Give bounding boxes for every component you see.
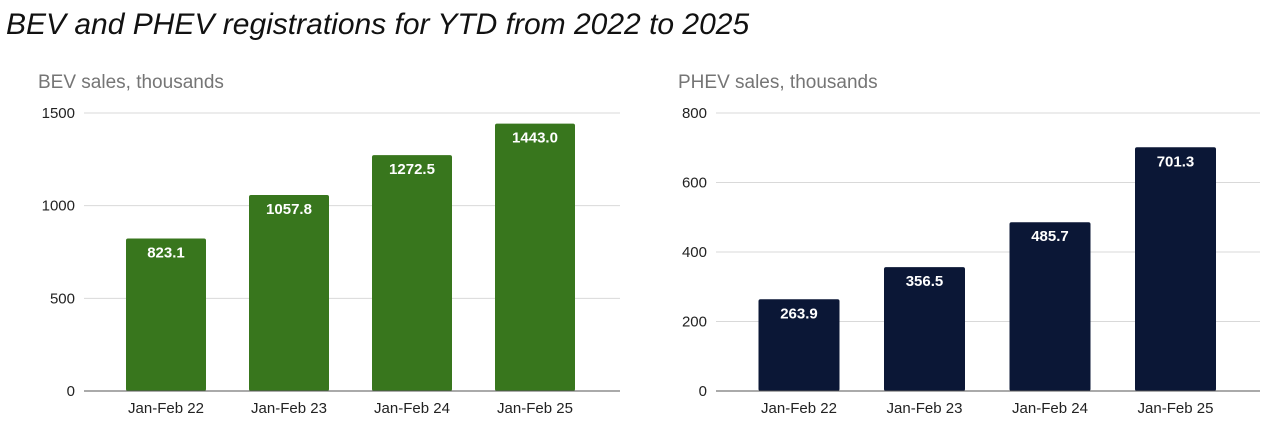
phev-data-label-3: 701.3 <box>1157 153 1195 170</box>
phev-bar-1 <box>884 267 965 391</box>
bev-data-label-1: 1057.8 <box>266 201 312 218</box>
bev-y-tick-label: 500 <box>50 290 75 307</box>
phev-x-tick-label-2: Jan-Feb 24 <box>1012 400 1088 417</box>
bev-data-label-2: 1272.5 <box>389 161 435 178</box>
phev-y-tick-label: 0 <box>699 383 707 400</box>
bev-bar-2 <box>372 155 452 391</box>
bev-x-tick-label-2: Jan-Feb 24 <box>374 400 450 417</box>
bev-y-tick-label: 1500 <box>42 105 75 122</box>
phev-bar-0 <box>758 299 840 391</box>
bev-x-tick-label-0: Jan-Feb 22 <box>128 400 204 417</box>
bev-y-axis-title: BEV sales, thousands <box>38 72 224 93</box>
phev-y-tick-label: 200 <box>682 314 707 331</box>
page-title: BEV and PHEV registrations for YTD from … <box>6 8 750 41</box>
bev-y-tick-label: 1000 <box>42 198 75 215</box>
phev-data-label-1: 356.5 <box>906 273 944 290</box>
phev-x-tick-label-1: Jan-Feb 23 <box>887 400 963 417</box>
phev-x-tick-label-0: Jan-Feb 22 <box>761 400 837 417</box>
bev-chart: BEV sales, thousands 0 500 1000 1500 823.1 Jan… <box>0 62 640 422</box>
bev-chart-svg: BEV sales, thousands 0 500 1000 1500 823.1 Jan… <box>38 72 620 417</box>
bev-y-tick-label: 0 <box>67 383 75 400</box>
bev-x-tick-label-1: Jan-Feb 23 <box>251 400 327 417</box>
phev-y-tick-label: 400 <box>682 244 707 261</box>
bev-bar-3 <box>495 123 575 391</box>
phev-y-axis-title: PHEV sales, thousands <box>678 72 878 93</box>
bev-bar-1 <box>249 194 329 391</box>
phev-x-tick-label-3: Jan-Feb 25 <box>1138 400 1214 417</box>
phev-chart: PHEV sales, thousands 0 200 400 600 800 263.9 J… <box>640 62 1270 422</box>
phev-chart-svg: PHEV sales, thousands 0 200 400 600 800 263.9 J… <box>678 72 1260 417</box>
bev-bar-0 <box>126 238 206 391</box>
phev-bar-3 <box>1135 147 1216 391</box>
phev-data-label-2: 485.7 <box>1031 228 1069 245</box>
phev-data-label-0: 263.9 <box>780 305 818 322</box>
bev-data-label-3: 1443.0 <box>512 130 558 147</box>
phev-y-tick-label: 800 <box>682 105 707 122</box>
bev-x-tick-label-3: Jan-Feb 25 <box>497 400 573 417</box>
bev-data-label-0: 823.1 <box>147 244 185 261</box>
phev-y-tick-label: 600 <box>682 175 707 192</box>
phev-bar-2 <box>1009 222 1091 391</box>
